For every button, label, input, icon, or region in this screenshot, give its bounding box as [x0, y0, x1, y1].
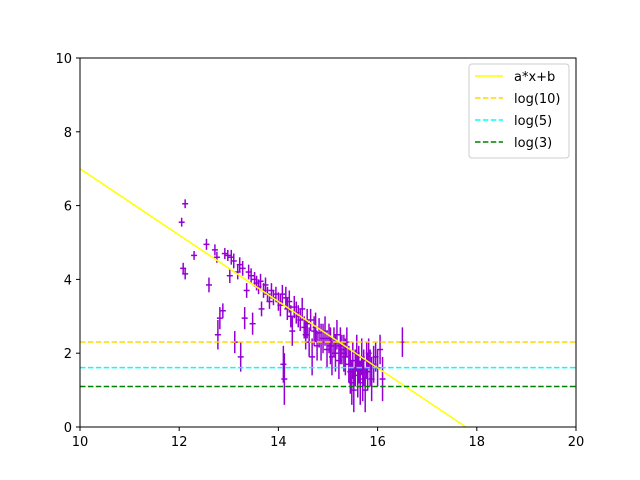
- legend-label: a*x+b: [514, 70, 555, 85]
- data-point: [214, 319, 221, 350]
- x-tick-label: 20: [568, 435, 585, 450]
- data-point: [304, 308, 311, 339]
- data-point: [309, 338, 316, 376]
- x-tick-label: 12: [171, 435, 188, 450]
- y-tick-label: 0: [64, 421, 72, 436]
- data-point: [182, 268, 189, 280]
- data-point: [178, 217, 185, 227]
- data-point: [379, 356, 386, 402]
- data-point: [333, 319, 340, 350]
- data-point: [277, 294, 284, 317]
- data-point: [182, 199, 189, 209]
- x-tick-label: 16: [369, 435, 386, 450]
- data-point: [266, 294, 273, 309]
- x-tick-label: 18: [469, 435, 486, 450]
- x-tick-label: 10: [72, 435, 89, 450]
- data-point: [224, 249, 231, 261]
- data-point: [226, 268, 233, 284]
- data-point: [236, 257, 243, 273]
- legend-box: [468, 63, 570, 159]
- data-point: [350, 367, 357, 413]
- data-point: [279, 284, 286, 304]
- legend: a*x+b log(10) log(5) log(3): [468, 63, 570, 159]
- legend-label: log(10): [514, 92, 561, 107]
- data-point: [249, 312, 256, 335]
- data-point: [211, 244, 218, 256]
- data-point: [257, 273, 264, 289]
- data-point: [241, 307, 248, 330]
- data-point: [219, 303, 226, 319]
- y-tick-label: 2: [64, 347, 72, 362]
- data-point: [248, 268, 255, 284]
- data-point: [239, 260, 246, 276]
- data-point: [377, 334, 384, 365]
- y-tick-label: 6: [64, 200, 72, 215]
- data-point: [205, 277, 212, 293]
- legend-label: log(5): [514, 114, 552, 129]
- data-point: [243, 283, 250, 298]
- data-point: [221, 248, 228, 260]
- plot-frame: [79, 57, 577, 428]
- data-point: [281, 353, 288, 405]
- y-axis: 0 2 4 6 8 10: [55, 52, 80, 436]
- legend-label: log(3): [514, 136, 552, 151]
- y-tick-label: 4: [64, 273, 72, 288]
- data-point: [230, 253, 237, 269]
- data-point: [191, 250, 198, 260]
- y-tick-label: 8: [64, 126, 72, 141]
- data-points-group: [178, 199, 406, 413]
- data-point: [258, 301, 265, 317]
- data-point: [289, 316, 296, 346]
- reference-lines-group: [80, 168, 576, 427]
- x-axis: 10 12 14 16 18 20: [72, 427, 585, 450]
- data-point: [332, 334, 339, 372]
- x-tick-label: 14: [270, 435, 287, 450]
- fit-line: [80, 168, 467, 427]
- data-point: [307, 308, 314, 332]
- y-tick-label: 10: [55, 52, 72, 67]
- data-point: [299, 297, 306, 320]
- data-point: [203, 238, 210, 250]
- data-point: [280, 345, 287, 383]
- data-point: [237, 342, 244, 372]
- data-point: [262, 277, 269, 293]
